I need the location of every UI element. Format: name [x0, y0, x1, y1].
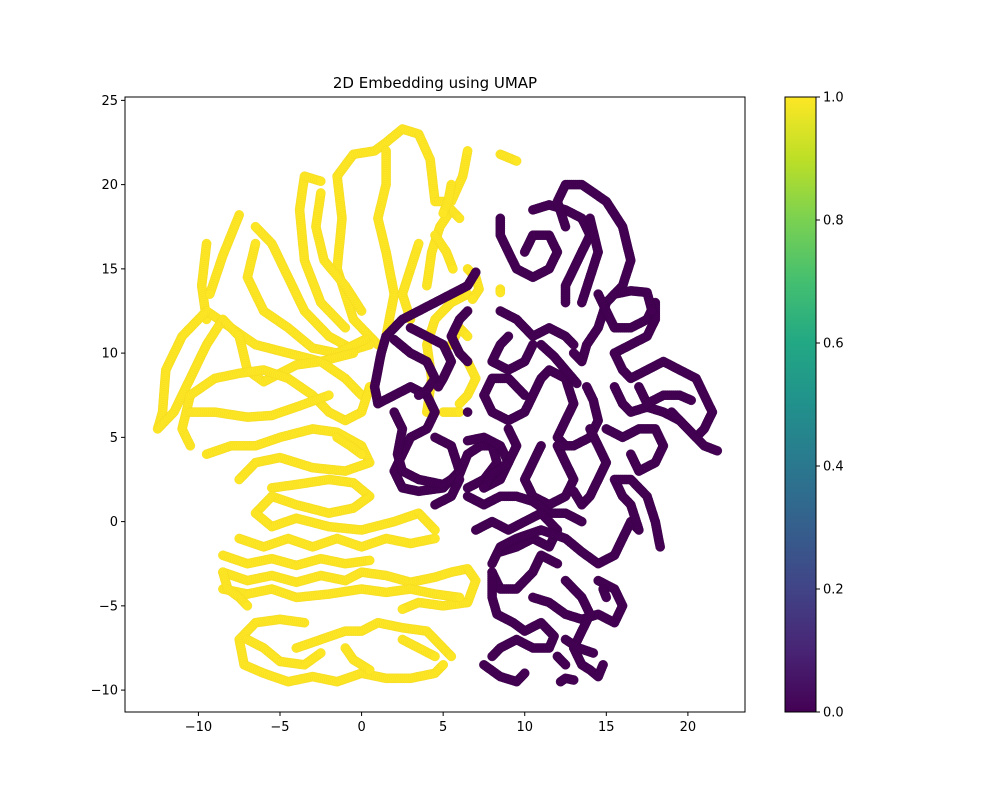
colorbar-tick-label: 0.0: [823, 706, 844, 721]
scatter-point: [462, 331, 473, 342]
scatter-point: [397, 604, 408, 615]
scatter-point: [454, 407, 465, 417]
scatter-point: [430, 525, 440, 535]
scatter-point: [462, 146, 473, 156]
scatter-point: [598, 660, 608, 670]
x-tick-label: 20: [680, 720, 697, 735]
scatter-point: [487, 651, 497, 662]
scatter-point: [577, 297, 587, 308]
scatter-point: [364, 665, 375, 675]
x-tick-label: 0: [357, 720, 365, 735]
x-tick-label: −5: [270, 720, 289, 735]
scatter-point: [686, 395, 697, 406]
y-tick-label: 5: [110, 431, 118, 446]
x-tick-label: 10: [516, 720, 533, 735]
y-tick-label: −5: [99, 599, 118, 614]
scatter-point: [438, 208, 449, 219]
scatter-point: [462, 407, 473, 417]
scatter-point: [413, 238, 424, 249]
scatter-point: [601, 592, 612, 603]
scatter-point: [581, 381, 592, 392]
scatter-point: [315, 176, 326, 186]
colorbar-tick-label: 0.4: [823, 460, 844, 475]
scatter-point: [234, 474, 244, 485]
colorbar-tick-label: 1.0: [823, 91, 844, 106]
scatter-point: [454, 213, 465, 224]
scatter-point: [356, 449, 367, 460]
scatter-point: [572, 378, 582, 389]
scatter-point: [315, 188, 326, 198]
scatter-point: [250, 221, 261, 232]
colorbar-gradient: [785, 97, 816, 712]
scatter-point: [250, 238, 261, 249]
y-tick-label: 25: [101, 94, 118, 109]
scatter-point: [324, 390, 334, 401]
scatter-point: [568, 348, 579, 358]
x-tick-label: −10: [185, 720, 212, 735]
scatter-point: [519, 247, 530, 257]
scatter-point: [647, 306, 657, 316]
x-tick-label: 5: [439, 720, 447, 735]
scatter-point: [315, 648, 326, 658]
scatter-point: [446, 651, 457, 662]
scatter-point: [438, 660, 449, 670]
scatter-point: [528, 339, 538, 350]
scatter-point: [655, 542, 666, 552]
colorbar-tick-label: 0.8: [823, 214, 844, 229]
y-tick-label: −10: [91, 684, 118, 699]
scatter-point: [626, 449, 636, 460]
scatter-point: [560, 660, 571, 670]
scatter-point: [519, 668, 530, 679]
scatter-point: [433, 381, 444, 392]
scatter-point: [454, 592, 465, 603]
scatter-point: [462, 483, 473, 493]
chart-title: 2D Embedding using UMAP: [333, 74, 537, 92]
y-tick-label: 15: [101, 262, 118, 277]
scatter-point: [204, 289, 215, 299]
scatter-point: [588, 648, 599, 658]
y-tick-label: 20: [101, 178, 118, 193]
scatter-point: [430, 651, 440, 662]
scatter-point: [454, 474, 465, 485]
scatter-point: [479, 483, 489, 493]
scatter-point: [712, 445, 723, 456]
scatter-point: [568, 486, 579, 497]
scatter-point: [495, 287, 506, 298]
scatter-point: [560, 297, 571, 308]
scatter-point: [552, 558, 563, 569]
scatter-point: [364, 555, 375, 566]
scatter-points: [152, 124, 723, 687]
x-tick-label: 15: [598, 720, 615, 735]
scatter-point: [413, 390, 424, 401]
y-tick-label: 10: [101, 347, 118, 362]
scatter-point: [454, 398, 465, 409]
scatter-point: [577, 516, 587, 527]
scatter-point: [462, 356, 473, 367]
scatter-point: [462, 435, 473, 446]
scatter-point: [467, 294, 478, 305]
scatter-point: [430, 533, 440, 544]
scatter-point: [528, 592, 538, 603]
scatter-point: [568, 339, 579, 350]
scatter-point: [448, 264, 458, 274]
colorbar-tick-label: 0.6: [823, 337, 844, 352]
scatter-point: [430, 432, 440, 443]
plot-area: −10 −5 0 5 10 15 20 −10 −5 0 5 10 15 20 25: [91, 94, 746, 735]
scatter-point: [609, 381, 620, 392]
scatter-point: [242, 601, 253, 611]
colorbar-tick-label: 0.2: [823, 583, 844, 598]
scatter-point: [568, 675, 579, 685]
scatter-point: [470, 267, 481, 278]
y-tick-label: 0: [110, 515, 118, 530]
scatter-point: [511, 156, 522, 166]
